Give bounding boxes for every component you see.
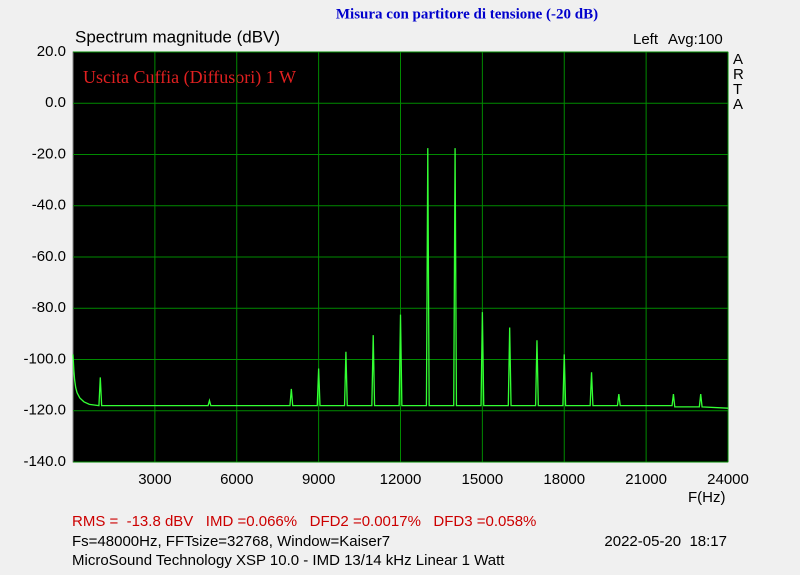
x-tick-label: 12000 [380,471,422,488]
measurements: RMS = -13.8 dBV IMD =0.066% DFD2 =0.0017… [72,513,536,530]
y-tick-label: -80.0 [32,299,66,316]
x-tick-label: 21000 [625,471,667,488]
channel-label: Left [633,31,659,48]
settings: Fs=48000Hz, FFTsize=32768, Window=Kaiser… [72,533,390,550]
y-tick-label: -40.0 [32,197,66,214]
y-tick-label: -100.0 [23,350,66,367]
x-tick-label: 15000 [462,471,504,488]
y-tick-label: -20.0 [32,145,66,162]
y-axis-label: Spectrum magnitude (dBV) [75,27,280,46]
chart-title: Misura con partitore di tensione (-20 dB… [336,6,598,22]
x-tick-label: 18000 [543,471,585,488]
x-tick-label: 3000 [138,471,171,488]
timestamp: 2022-05-20 18:17 [604,533,727,550]
brand: ARTA [733,51,744,113]
spectrum-line [72,148,729,409]
averaging-label: Avg:100 [668,31,723,48]
x-axis-label: F(Hz) [688,489,726,506]
x-tick-label: 9000 [302,471,335,488]
y-tick-label: 0.0 [45,94,66,111]
y-tick-label: -120.0 [23,402,66,419]
y-tick-label: -60.0 [32,248,66,265]
y-tick-label: 20.0 [37,43,66,60]
y-tick-label: -140.0 [23,453,66,470]
source: MicroSound Technology XSP 10.0 - IMD 13/… [72,552,505,569]
x-tick-label: 6000 [220,471,253,488]
annotation: Uscita Cuffia (Diffusori) 1 W [83,67,296,88]
x-tick-label: 24000 [707,471,749,488]
